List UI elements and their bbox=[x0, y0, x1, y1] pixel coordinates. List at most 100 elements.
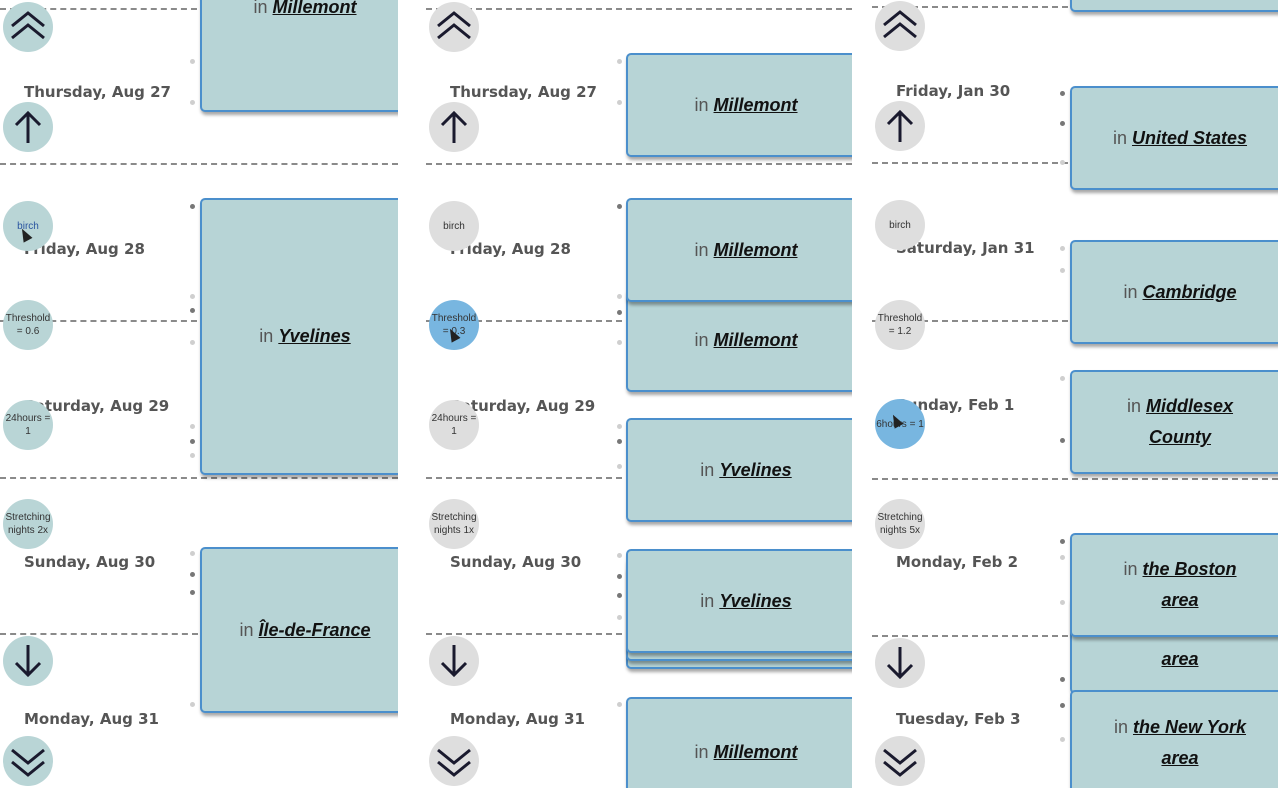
event-dot bbox=[190, 294, 195, 299]
card-prefix: in bbox=[259, 326, 274, 346]
day-label: Sunday, Aug 30 bbox=[24, 553, 156, 571]
location-card[interactable]: in the Boston area bbox=[1070, 533, 1278, 637]
scroll-down-icon bbox=[440, 645, 468, 678]
event-dot bbox=[617, 553, 622, 558]
timeline-panel-2: Thursday, Aug 27 Friday, Aug 28 Saturday… bbox=[426, 0, 852, 788]
event-dot bbox=[190, 702, 195, 707]
card-prefix: in bbox=[1112, 127, 1127, 148]
hours-control[interactable]: 24hours = 1 bbox=[429, 400, 479, 450]
event-dot bbox=[190, 308, 195, 313]
scroll-down-button[interactable] bbox=[875, 638, 925, 688]
card-prefix: in bbox=[694, 94, 709, 115]
event-dot bbox=[190, 424, 195, 429]
stretch-label: Stretching nights 2x bbox=[5, 512, 51, 536]
threshold-control[interactable]: Threshold = 0.3 bbox=[429, 300, 479, 350]
event-dot bbox=[617, 424, 622, 429]
card-place: Millemont bbox=[713, 239, 798, 260]
card-prefix: in bbox=[700, 590, 715, 611]
stretch-control[interactable]: Stretching nights 1x bbox=[429, 499, 479, 549]
birch-control[interactable]: birch bbox=[875, 200, 925, 250]
day-label: Tuesday, Feb 3 bbox=[896, 710, 1021, 728]
event-dot bbox=[617, 59, 622, 64]
event-dot bbox=[1060, 376, 1065, 381]
scroll-top-button[interactable] bbox=[429, 2, 479, 52]
location-card[interactable]: in Middlesex County bbox=[1070, 370, 1278, 474]
location-card[interactable]: in Millemont bbox=[626, 198, 852, 302]
stretch-label: Stretching nights 5x bbox=[877, 512, 923, 536]
card-prefix: in bbox=[1123, 281, 1138, 302]
card-prefix: in bbox=[239, 619, 254, 640]
location-card[interactable]: in Yvelines bbox=[626, 549, 852, 653]
scroll-down-button[interactable] bbox=[429, 636, 479, 686]
day-label: Saturday, Jan 31 bbox=[896, 239, 1035, 257]
event-dot bbox=[617, 294, 622, 299]
card-prefix: in bbox=[694, 329, 709, 350]
location-card[interactable]: in the New York area bbox=[1070, 690, 1278, 788]
card-place: area bbox=[1161, 649, 1199, 669]
birch-control[interactable]: birch bbox=[429, 201, 479, 251]
scroll-down-icon bbox=[886, 647, 914, 680]
birch-label: birch bbox=[17, 220, 39, 232]
scroll-top-button[interactable] bbox=[3, 2, 53, 52]
location-card[interactable]: in Millemont bbox=[626, 288, 852, 392]
threshold-control[interactable]: Threshold = 1.2 bbox=[875, 300, 925, 350]
event-dot bbox=[1060, 246, 1065, 251]
scroll-bottom-button[interactable] bbox=[875, 736, 925, 786]
event-dot bbox=[190, 340, 195, 345]
timeline-panel-3: Friday, Jan 30 Saturday, Jan 31 Sunday, … bbox=[872, 0, 1278, 788]
location-card[interactable]: in Yvelines bbox=[200, 198, 398, 475]
card-place: Millemont bbox=[713, 742, 798, 762]
location-card[interactable]: in Yvelines bbox=[626, 418, 852, 522]
day-label: Thursday, Aug 27 bbox=[450, 83, 597, 101]
location-card[interactable]: in Millemont bbox=[626, 697, 852, 788]
stretch-control[interactable]: Stretching nights 2x bbox=[3, 499, 53, 549]
hours-control[interactable]: 6hours = 1 bbox=[875, 399, 925, 449]
card-place: Île-de-France bbox=[258, 619, 371, 640]
event-dot bbox=[1060, 160, 1065, 165]
day-label: Sunday, Feb 1 bbox=[896, 396, 1015, 414]
scroll-up-button[interactable] bbox=[875, 101, 925, 151]
event-dot bbox=[617, 464, 622, 469]
scroll-bottom-icon bbox=[883, 748, 917, 777]
location-card[interactable]: in Millemont bbox=[200, 0, 398, 112]
event-dot bbox=[190, 572, 195, 577]
location-card[interactable]: in Millemont bbox=[626, 53, 852, 157]
location-card[interactable]: in United States bbox=[1070, 86, 1278, 190]
scroll-top-icon bbox=[883, 10, 917, 39]
event-dot bbox=[190, 59, 195, 64]
location-card-partial[interactable] bbox=[1070, 0, 1278, 12]
card-prefix: in bbox=[1126, 396, 1141, 416]
card-prefix: in bbox=[1123, 559, 1138, 579]
scroll-bottom-button[interactable] bbox=[429, 736, 479, 786]
scroll-up-button[interactable] bbox=[3, 102, 53, 152]
scroll-up-icon bbox=[886, 109, 914, 142]
scroll-top-button[interactable] bbox=[875, 1, 925, 51]
scroll-down-button[interactable] bbox=[3, 636, 53, 686]
day-label: Friday, Aug 28 bbox=[24, 240, 145, 258]
scroll-up-button[interactable] bbox=[429, 102, 479, 152]
event-dot bbox=[1060, 438, 1065, 443]
stretch-control[interactable]: Stretching nights 5x bbox=[875, 499, 925, 549]
hour-divider bbox=[0, 320, 398, 322]
scroll-bottom-button[interactable] bbox=[3, 736, 53, 786]
location-card[interactable]: in Cambridge bbox=[1070, 240, 1278, 344]
scroll-bottom-icon bbox=[437, 748, 471, 777]
card-place: Yvelines bbox=[719, 459, 792, 480]
event-dot bbox=[617, 615, 622, 620]
day-label: Friday, Aug 28 bbox=[450, 240, 571, 258]
hours-control[interactable]: 24hours = 1 bbox=[3, 400, 53, 450]
card-place: the New York area bbox=[1132, 717, 1247, 768]
event-dot bbox=[1060, 555, 1065, 560]
scroll-up-icon bbox=[14, 110, 42, 143]
event-dot bbox=[1060, 539, 1065, 544]
day-label: Sunday, Aug 30 bbox=[450, 553, 582, 571]
timeline-panel-1: Thursday, Aug 27 Friday, Aug 28 Saturday… bbox=[0, 0, 398, 788]
location-card[interactable]: in Île-de-France bbox=[200, 547, 398, 713]
card-place: the Boston area bbox=[1142, 559, 1237, 610]
card-prefix: in bbox=[700, 459, 715, 480]
threshold-control[interactable]: Threshold = 0.6 bbox=[3, 300, 53, 350]
event-dot bbox=[1060, 677, 1065, 682]
birch-control[interactable]: birch bbox=[3, 201, 53, 251]
event-dot bbox=[1060, 703, 1065, 708]
card-prefix: in bbox=[1113, 717, 1128, 737]
